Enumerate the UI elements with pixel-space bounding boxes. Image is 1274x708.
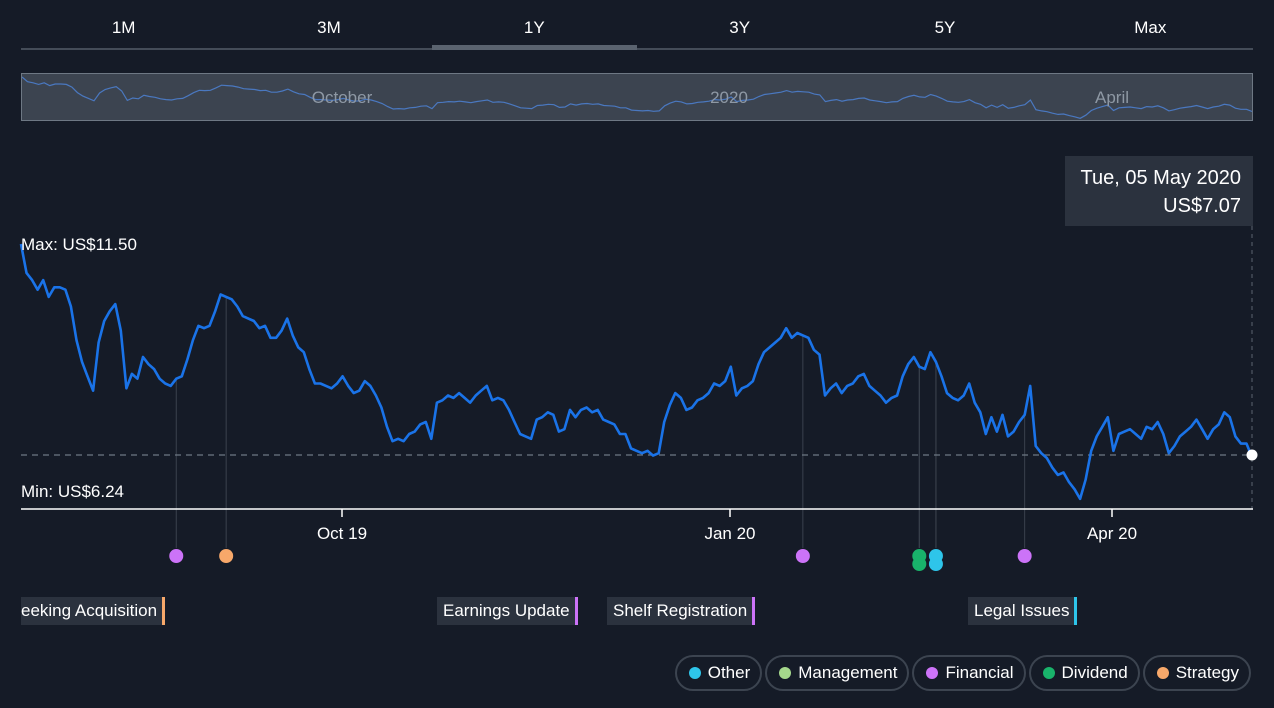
event-dot-financial[interactable] — [169, 549, 184, 563]
min-label: Min: US$6.24 — [21, 482, 124, 501]
annotation-bar-financial — [752, 597, 756, 625]
max-label: Max: US$11.50 — [21, 235, 137, 254]
annotation-label: Legal Issues — [974, 601, 1070, 620]
event-dot-financial[interactable] — [1017, 549, 1032, 563]
legend-management[interactable]: Management — [765, 655, 910, 691]
legend-label: Dividend — [1061, 663, 1128, 682]
navigator-label-2020: 2020 — [710, 88, 748, 107]
legend-dot-strategy — [1156, 667, 1169, 679]
event-lines — [175, 296, 1026, 548]
navigator-line — [22, 76, 1252, 119]
event-dots — [169, 549, 1032, 571]
navigator-label-october: October — [311, 88, 373, 107]
hover-point — [1246, 449, 1258, 461]
annotation-label: eeking Acquisition — [21, 601, 158, 620]
annotation-earnings-update[interactable]: Earnings Update — [437, 597, 578, 625]
time-range-tabs: 1M 3M 1Y 3Y 5Y Max — [21, 0, 1253, 50]
x-tick-label-jan20: Jan 20 — [704, 524, 755, 543]
x-tick-label-apr20: Apr 20 — [1087, 524, 1137, 543]
annotation-bar-strategy — [162, 597, 166, 625]
event-dot-strategy[interactable] — [219, 549, 234, 563]
annotation-label: Earnings Update — [443, 601, 570, 620]
annotation-bar-financial — [574, 597, 578, 625]
legend-other[interactable]: Other — [674, 655, 763, 691]
annotation-shelf-registration[interactable]: Shelf Registration — [607, 597, 756, 625]
navigator-sparkline — [22, 76, 1252, 119]
legend-dividend[interactable]: Dividend — [1028, 655, 1140, 691]
legend-strategy[interactable]: Strategy — [1142, 655, 1251, 691]
x-tick-label-oct19: Oct 19 — [317, 524, 367, 543]
legend-label: Other — [707, 663, 751, 682]
annotation-bar-other — [1074, 597, 1078, 625]
navigator-label-april: April — [1094, 88, 1130, 107]
event-dot-dividend[interactable] — [912, 557, 927, 571]
annotation-label: Shelf Registration — [613, 601, 748, 620]
tab-3y[interactable]: 3Y — [729, 18, 751, 37]
legend-financial[interactable]: Financial — [912, 655, 1026, 691]
price-line — [19, 243, 1254, 501]
tab-max[interactable]: Max — [1134, 18, 1167, 37]
event-dot-other[interactable] — [928, 557, 943, 571]
annotation-legal-issues[interactable]: Legal Issues — [968, 597, 1078, 625]
tab-1y[interactable]: 1Y — [431, 0, 638, 50]
event-legend: Other Management Financial Dividend Stra… — [674, 655, 1251, 691]
event-dot-financial[interactable] — [795, 549, 810, 563]
legend-label: Strategy — [1175, 663, 1239, 682]
legend-dot-other — [688, 667, 701, 679]
annotation-seeking-acquisition[interactable]: eeking Acquisition — [21, 597, 166, 625]
tooltip-price: US$7.07 — [1163, 195, 1241, 217]
tab-3m[interactable]: 3M — [317, 18, 341, 37]
tab-5y[interactable]: 5Y — [934, 18, 956, 37]
price-tooltip: Tue, 05 May 2020 US$7.07 — [1065, 156, 1253, 226]
legend-dot-dividend — [1042, 667, 1055, 679]
legend-dot-management — [779, 667, 792, 679]
range-navigator[interactable]: October 2020 April — [21, 73, 1253, 121]
tab-1m[interactable]: 1M — [111, 18, 136, 37]
legend-dot-financial — [926, 667, 939, 679]
legend-label: Management — [798, 663, 898, 682]
legend-label: Financial — [945, 663, 1014, 682]
tooltip-date: Tue, 05 May 2020 — [1080, 167, 1241, 189]
